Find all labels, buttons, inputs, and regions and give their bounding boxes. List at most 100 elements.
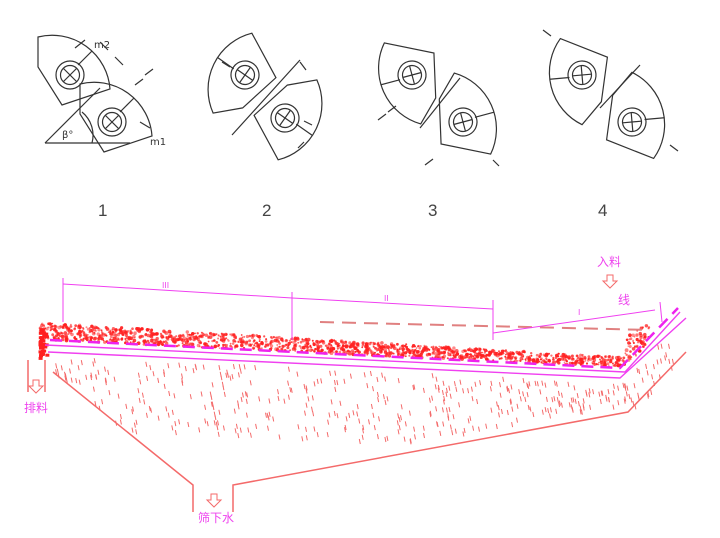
particle — [627, 354, 632, 359]
particle — [636, 345, 639, 349]
water-drop — [558, 400, 561, 406]
particle — [335, 342, 339, 346]
water-drop — [576, 393, 579, 399]
particle — [351, 343, 355, 347]
particle — [145, 328, 150, 332]
particle — [539, 358, 542, 361]
particle — [387, 351, 392, 355]
particle — [300, 346, 304, 350]
water-drop — [305, 388, 308, 394]
particle — [540, 361, 543, 364]
water-drop — [626, 385, 629, 391]
water-drop — [333, 410, 336, 417]
water-drop — [386, 396, 389, 402]
water-drop — [290, 387, 293, 393]
water-drop — [358, 438, 361, 445]
particle — [366, 353, 369, 356]
particle — [60, 334, 65, 339]
particle — [415, 350, 420, 354]
particle — [180, 338, 184, 342]
water-drop — [588, 392, 591, 398]
water-drop — [326, 432, 329, 438]
particle — [384, 354, 387, 358]
particle — [243, 335, 246, 338]
water-drop — [506, 409, 509, 416]
particle — [544, 357, 548, 360]
particle — [432, 349, 436, 353]
water-drop — [361, 434, 364, 440]
water-drop — [204, 404, 207, 410]
particle — [401, 348, 405, 351]
water-drop — [574, 398, 577, 404]
water-drop — [455, 386, 458, 392]
particle — [547, 359, 550, 363]
water-drop — [601, 390, 604, 396]
particle — [387, 354, 392, 358]
particle — [326, 346, 330, 350]
particle — [514, 356, 518, 360]
water-drop — [307, 396, 310, 402]
particle — [455, 352, 460, 356]
particle — [478, 347, 482, 351]
water-drop — [572, 397, 575, 403]
particle — [258, 340, 261, 342]
particle — [573, 363, 577, 366]
water-drop — [297, 424, 300, 430]
particle — [225, 343, 228, 347]
water-drop — [384, 436, 387, 443]
particle — [167, 329, 172, 334]
water-drop — [398, 425, 401, 431]
particle — [541, 360, 544, 362]
particle — [264, 343, 267, 346]
water-drop — [245, 412, 248, 418]
particle — [521, 350, 524, 353]
water-drop — [409, 438, 412, 444]
particle — [101, 331, 103, 333]
particle — [196, 332, 199, 335]
water-drop — [396, 420, 399, 426]
particle — [78, 323, 82, 327]
particle — [218, 347, 221, 350]
particle — [372, 345, 375, 348]
particle — [505, 356, 509, 361]
water-drop — [167, 363, 170, 369]
dimension-lines — [62, 278, 663, 340]
particle — [563, 355, 567, 359]
particle — [310, 346, 313, 349]
particle — [251, 343, 254, 346]
water-drop — [469, 415, 472, 421]
water-drop — [558, 401, 561, 408]
particle — [186, 342, 191, 347]
particle — [90, 324, 93, 328]
water-drop — [135, 419, 138, 425]
particle — [374, 351, 376, 354]
water-drop — [452, 414, 455, 420]
particle — [42, 324, 45, 327]
water-drop — [404, 421, 407, 427]
particle — [393, 346, 397, 351]
water-drop — [607, 397, 610, 403]
particle — [584, 360, 587, 362]
water-drop — [422, 425, 425, 431]
water-drop — [539, 389, 542, 395]
water-drop — [582, 403, 585, 409]
water-drop — [579, 409, 582, 415]
water-drop — [526, 392, 529, 398]
particle — [160, 334, 164, 339]
water-drop — [265, 412, 267, 418]
particle — [51, 333, 55, 337]
particle — [61, 326, 65, 329]
water-drop — [119, 414, 122, 420]
water-drop — [527, 404, 530, 411]
particle — [418, 347, 422, 350]
water-drop — [499, 392, 502, 398]
particle — [120, 331, 124, 334]
particle — [335, 350, 338, 354]
water-drop — [431, 373, 434, 379]
water-drop — [511, 406, 514, 412]
water-drop — [171, 425, 174, 431]
water-drop — [356, 411, 359, 417]
particle — [255, 345, 257, 348]
particle — [289, 338, 292, 340]
water-drop — [149, 365, 152, 371]
